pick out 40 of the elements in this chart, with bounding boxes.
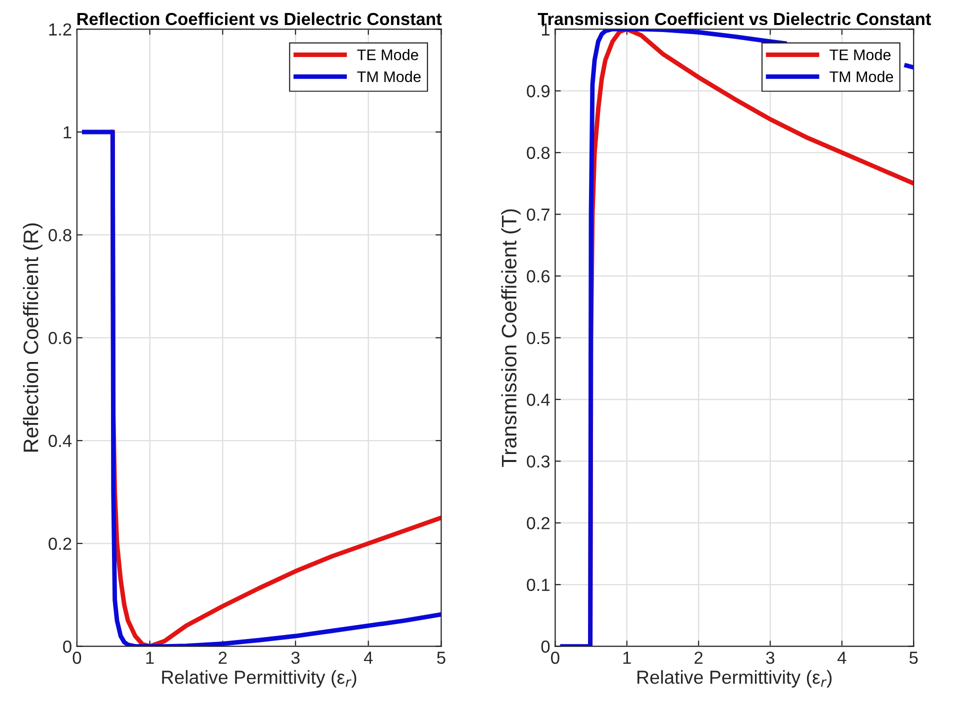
legend-label: TE Mode	[357, 49, 418, 60]
y-tick-label: 0	[63, 640, 72, 653]
x-tick-label: 1	[146, 652, 154, 664]
x-axis-title: Relative Permittivity (ε$_{r}$)	[162, 670, 356, 688]
y-tick-label: 0.8	[526, 146, 550, 160]
y-tick-label: 0.6	[526, 270, 550, 282]
y-axis-title: Transmission Coefficient (T)	[501, 209, 521, 467]
legend-label: TM Mode	[357, 70, 421, 82]
x-axis-title: Relative Permittivity (ε$_{r}$)	[637, 670, 832, 688]
x-tick-label: 4	[837, 652, 846, 664]
chart-title: Transmission Coefficient vs Dielectric Constant	[538, 12, 932, 26]
y-tick-label: 0.2	[526, 517, 550, 530]
x-tick-label: 1	[623, 652, 631, 664]
x-tick-label: 0	[72, 652, 82, 664]
legend-label: TE Mode	[830, 49, 891, 60]
x-tick-label: 5	[909, 652, 918, 664]
x-tick-label: 3	[291, 652, 300, 664]
x-tick-label: 2	[694, 652, 703, 664]
y-tick-label: 0	[541, 640, 550, 653]
y-tick-label: 1.2	[49, 23, 72, 36]
y-tick-label: 0.3	[526, 455, 550, 468]
x-tick-label: 5	[437, 652, 446, 664]
y-axis-title: Reflection Coefficient (R)	[22, 223, 42, 452]
y-tick-label: 0.5	[526, 332, 550, 344]
chart-title: Reflection Coefficient vs Dielectric Constant	[77, 12, 442, 26]
y-tick-label: 0.9	[526, 85, 550, 98]
y-tick-label: 0.8	[48, 229, 72, 242]
x-tick-label: 2	[218, 652, 227, 664]
legend-label: TM Mode	[830, 70, 894, 82]
y-tick-label: 0.2	[48, 538, 72, 550]
y-tick-label: 1	[64, 126, 72, 138]
x-tick-label: 4	[364, 652, 373, 664]
y-tick-label: 0.6	[48, 332, 72, 344]
y-tick-label: 0.4	[48, 434, 72, 448]
x-tick-label: 0	[551, 652, 560, 664]
y-tick-label: 0.1	[526, 578, 550, 592]
y-tick-label: 1	[542, 24, 550, 36]
x-tick-label: 3	[766, 652, 774, 664]
y-tick-label: 0.7	[526, 208, 550, 221]
y-tick-label: 0.4	[526, 394, 550, 406]
